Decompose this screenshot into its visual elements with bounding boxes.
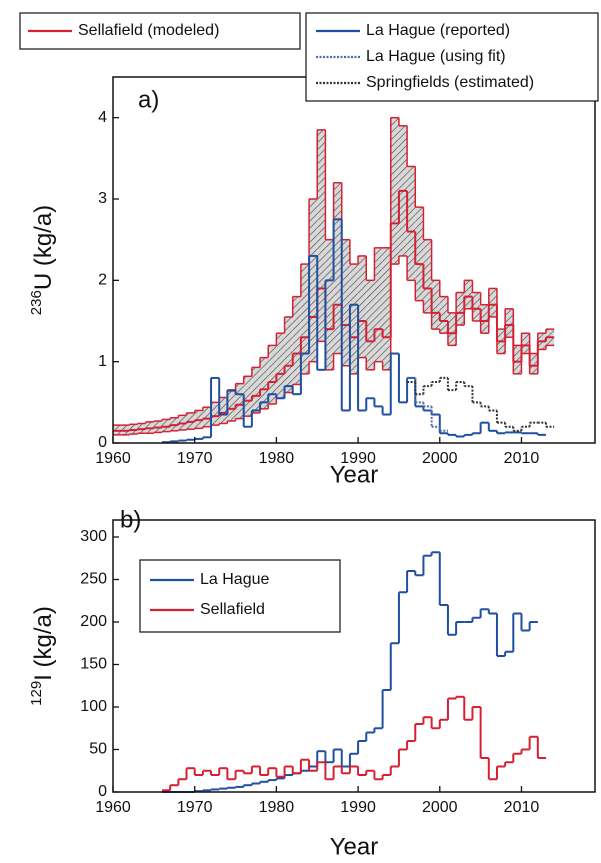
uncertainty-band	[325, 239, 334, 370]
chart-panel: 1960 1970 1980 1990 2000 2010 0 50 100 150 200 250 3…	[28, 506, 596, 860]
uncertainty-band	[505, 308, 514, 338]
uncertainty-band	[456, 292, 465, 326]
panel-label: b)	[120, 506, 141, 533]
x-tick-label: 1980	[259, 450, 295, 467]
chart-panel: 1960 1970 1980 1990 2000 2010 0 1 2 3 4 Year 236U (k…	[19, 12, 599, 488]
x-tick-label: 2000	[422, 799, 458, 816]
uncertainty-band	[472, 292, 481, 321]
panel-label: a)	[138, 86, 159, 113]
uncertainty-band	[439, 296, 448, 334]
uncertainty-band	[480, 304, 489, 334]
plot-frame	[112, 76, 596, 444]
y-axis-label: 129I (kg/a)	[28, 606, 57, 706]
x-tick-label: 2000	[422, 450, 458, 467]
y-axis-label: 236U (kg/a)	[28, 205, 57, 315]
uncertainty-band	[358, 255, 367, 358]
uncertainty-band	[366, 280, 375, 370]
x-tick-label: 1980	[259, 799, 295, 816]
uncertainty-band	[292, 296, 301, 385]
uncertainty-band	[447, 312, 457, 346]
x-tick-label: 1960	[95, 799, 131, 816]
y-tick-label: 100	[80, 698, 107, 715]
uncertainty-band	[431, 280, 440, 330]
legend-label: Springfields (estimated)	[366, 74, 534, 91]
x-tick-label: 1970	[177, 450, 213, 467]
y-axis-label-superscript: 129	[28, 681, 45, 706]
uncertainty-band	[309, 199, 318, 362]
uncertainty-band	[333, 182, 342, 354]
uncertainty-band	[341, 239, 350, 366]
y-tick-label: 50	[89, 741, 107, 758]
x-tick-label: 1960	[95, 450, 131, 467]
uncertainty-band	[211, 402, 220, 426]
legend-label: Sellafield	[200, 601, 265, 618]
uncertainty-band	[390, 117, 399, 265]
uncertainty-band	[235, 383, 244, 419]
x-tick-label: 2010	[504, 799, 540, 816]
x-tick-label: 1970	[177, 799, 213, 816]
x-axis-label: Year	[330, 833, 379, 860]
uncertainty-band	[243, 376, 252, 417]
uncertainty-band	[162, 419, 171, 432]
uncertainty-band	[423, 239, 432, 313]
y-tick-label: 4	[98, 109, 107, 126]
y-tick-label: 150	[80, 656, 107, 673]
uncertainty-band	[513, 345, 522, 374]
uncertainty-band	[227, 390, 236, 422]
uncertainty-band	[219, 397, 228, 424]
uncertainty-band	[382, 247, 391, 370]
uncertainty-band	[529, 353, 538, 374]
y-tick-label: 200	[80, 613, 107, 630]
uncertainty-band	[464, 280, 473, 309]
legend-label: La Hague (reported)	[366, 22, 510, 39]
y-tick-label: 3	[98, 190, 107, 207]
legend-label: Sellafield (modeled)	[78, 22, 219, 39]
legend-label: La Hague	[200, 571, 269, 588]
legend-label: La Hague (using fit)	[366, 48, 506, 65]
uncertainty-band	[284, 316, 293, 393]
uncertainty-band	[300, 264, 310, 374]
y-tick-label: 250	[80, 571, 107, 588]
plot-frame	[112, 519, 596, 793]
uncertainty-band	[202, 407, 212, 427]
x-tick-label: 2010	[504, 450, 540, 467]
y-tick-label: 0	[98, 783, 107, 800]
y-tick-label: 1	[98, 353, 107, 370]
y-axis-label-text: U (kg/a)	[30, 205, 57, 290]
uncertainty-band	[415, 207, 424, 301]
y-tick-label: 300	[80, 528, 107, 545]
y-tick-label: 2	[98, 272, 107, 289]
x-tick-label: 1990	[340, 799, 376, 816]
uncertainty-band	[374, 247, 383, 362]
uncertainty-band	[251, 367, 261, 413]
uncertainty-band	[407, 166, 416, 281]
uncertainty-band	[349, 264, 359, 374]
x-tick-label: 1990	[340, 450, 376, 467]
uncertainty-band	[488, 288, 497, 317]
uncertainty-band	[260, 357, 269, 409]
legend-box	[139, 559, 341, 633]
uncertainty-band	[276, 333, 285, 399]
y-axis-label-superscript: 236	[28, 290, 45, 315]
x-axis-label: Year	[330, 461, 379, 488]
uncertainty-band	[521, 333, 530, 354]
uncertainty-band	[268, 345, 277, 404]
uncertainty-band	[317, 129, 326, 342]
y-tick-label: 0	[98, 434, 107, 451]
y-axis-label-text: I (kg/a)	[30, 606, 57, 681]
